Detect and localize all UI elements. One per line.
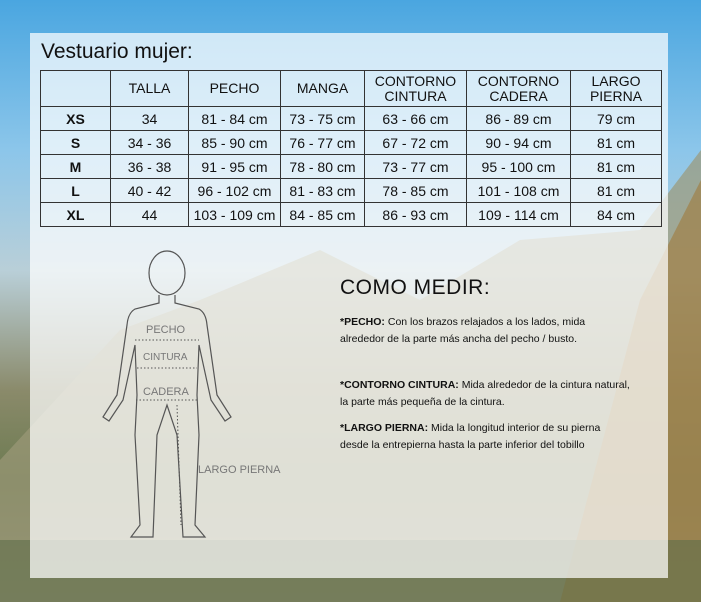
size-label: S bbox=[40, 130, 111, 155]
header-cell bbox=[40, 70, 111, 107]
table-cell: 76 - 77 cm bbox=[280, 130, 365, 155]
instruction-label: *CONTORNO CINTURA: bbox=[340, 379, 459, 391]
table-cell: 81 cm bbox=[570, 178, 662, 203]
table-row: L 40 - 42 96 - 102 cm 81 - 83 cm 78 - 85 cm 1… bbox=[40, 178, 662, 203]
page-title: Vestuario mujer: bbox=[41, 40, 193, 63]
table-cell: 86 - 89 cm bbox=[466, 106, 571, 131]
table-cell: 79 cm bbox=[570, 106, 662, 131]
table-cell: 109 - 114 cm bbox=[466, 202, 571, 227]
table-cell: 34 bbox=[110, 106, 189, 131]
table-cell: 103 - 109 cm bbox=[188, 202, 281, 227]
table-row: XS 34 81 - 84 cm 73 - 75 cm 63 - 66 cm 86 - 8… bbox=[40, 106, 662, 131]
table-cell: 81 cm bbox=[570, 154, 662, 179]
body-silhouette-icon bbox=[102, 250, 232, 538]
size-table: TALLA PECHO MANGA CONTORNO CINTURA CONTO… bbox=[40, 70, 662, 227]
label-pecho: PECHO bbox=[146, 324, 186, 336]
table-cell: 73 - 75 cm bbox=[280, 106, 365, 131]
table-cell: 101 - 108 cm bbox=[466, 178, 571, 203]
table-cell: 40 - 42 bbox=[110, 178, 189, 203]
table-cell: 63 - 66 cm bbox=[364, 106, 467, 131]
instruction-cintura: *CONTORNO CINTURA: Mida alrededor de la … bbox=[340, 377, 630, 411]
header-cell: CONTORNO CINTURA bbox=[364, 70, 467, 107]
table-cell: 44 bbox=[110, 202, 189, 227]
table-cell: 67 - 72 cm bbox=[364, 130, 467, 155]
table-cell: 90 - 94 cm bbox=[466, 130, 571, 155]
table-cell: 36 - 38 bbox=[110, 154, 189, 179]
instruction-label: *PECHO: bbox=[340, 316, 385, 328]
table-row: M 36 - 38 91 - 95 cm 78 - 80 cm 73 - 77 cm 95… bbox=[40, 154, 662, 179]
header-cell: LARGO PIERNA bbox=[570, 70, 662, 107]
table-cell: 34 - 36 bbox=[110, 130, 189, 155]
table-row: XL 44 103 - 109 cm 84 - 85 cm 86 - 93 cm 109 … bbox=[40, 202, 662, 227]
header-cell: MANGA bbox=[280, 70, 365, 107]
header-cell: PECHO bbox=[188, 70, 281, 107]
table-cell: 81 - 83 cm bbox=[280, 178, 365, 203]
instruction-text: Mida alrededor de la cintura natural, la… bbox=[340, 379, 630, 408]
instruction-pecho: *PECHO: Con los brazos relajados a los l… bbox=[340, 314, 630, 348]
table-cell: 86 - 93 cm bbox=[364, 202, 467, 227]
table-cell: 78 - 80 cm bbox=[280, 154, 365, 179]
size-label: L bbox=[40, 178, 111, 203]
table-cell: 91 - 95 cm bbox=[188, 154, 281, 179]
header-cell: CONTORNO CADERA bbox=[466, 70, 571, 107]
table-cell: 73 - 77 cm bbox=[364, 154, 467, 179]
table-cell: 81 cm bbox=[570, 130, 662, 155]
table-header: TALLA PECHO MANGA CONTORNO CINTURA CONTO… bbox=[40, 70, 662, 107]
table-row: S 34 - 36 85 - 90 cm 76 - 77 cm 67 - 72 cm 90… bbox=[40, 130, 662, 155]
instruction-text: Con los brazos relajados a los lados, mi… bbox=[340, 316, 586, 345]
instruction-text: Mida la longitud interior de su pierna d… bbox=[340, 422, 601, 451]
table-cell: 95 - 100 cm bbox=[466, 154, 571, 179]
instruction-largo-pierna: *LARGO PIERNA: Mida la longitud interior… bbox=[340, 420, 630, 454]
header-cell: TALLA bbox=[110, 70, 189, 107]
table-cell: 81 - 84 cm bbox=[188, 106, 281, 131]
size-label: M bbox=[40, 154, 111, 179]
table-cell: 84 cm bbox=[570, 202, 662, 227]
size-label: XS bbox=[40, 106, 111, 131]
label-cadera: CADERA bbox=[143, 386, 189, 398]
instruction-label: *LARGO PIERNA: bbox=[340, 422, 429, 434]
table-cell: 96 - 102 cm bbox=[188, 178, 281, 203]
table-cell: 85 - 90 cm bbox=[188, 130, 281, 155]
label-cintura: CINTURA bbox=[143, 352, 188, 363]
label-largo-pierna: LARGO PIERNA bbox=[198, 464, 281, 476]
size-label: XL bbox=[40, 202, 111, 227]
table-cell: 78 - 85 cm bbox=[364, 178, 467, 203]
table-cell: 84 - 85 cm bbox=[280, 202, 365, 227]
como-medir-title: COMO MEDIR: bbox=[340, 276, 491, 299]
